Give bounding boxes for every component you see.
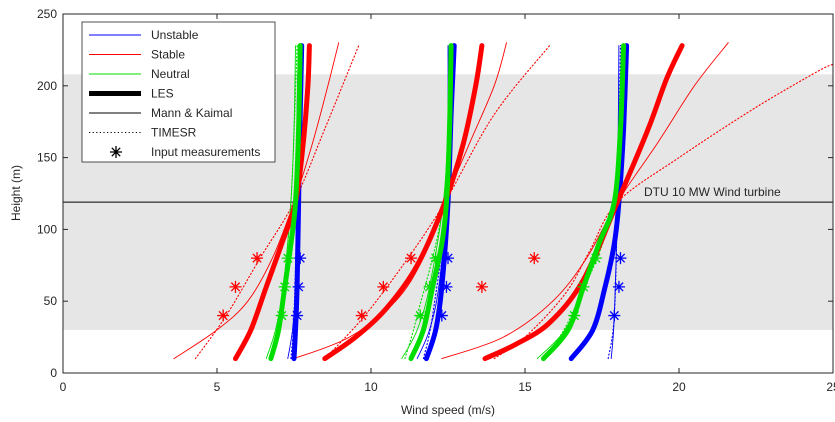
legend-label: Neutral <box>151 67 190 81</box>
measurement-neutral-9 <box>589 252 602 265</box>
measurement-stable-6 <box>405 252 418 265</box>
legend-item-unstable: Unstable <box>89 28 199 42</box>
x-tick-label: 15 <box>518 380 532 394</box>
series-neutral-mann-kaimal-1 <box>265 45 296 360</box>
series-neutral-les-3 <box>541 43 627 362</box>
legend-label: TIMESR <box>151 126 197 140</box>
x-axis-label: Wind speed (m/s) <box>401 403 495 417</box>
y-tick-label: 250 <box>37 7 57 21</box>
measurement-unstable-8 <box>612 280 625 293</box>
series-neutral-les-1 <box>268 43 303 362</box>
y-tick-label: 50 <box>44 294 58 308</box>
measurement-unstable-6 <box>442 252 454 265</box>
measurement-neutral-3 <box>281 252 294 265</box>
x-tick-label: 10 <box>364 380 378 394</box>
series-layer <box>173 42 833 362</box>
x-tick-label: 5 <box>214 380 221 394</box>
legend-label: Input measurements <box>151 145 260 159</box>
measurement-neutral-7 <box>568 309 581 322</box>
x-tick-label: 25 <box>826 380 835 394</box>
y-tick-label: 200 <box>37 79 57 93</box>
measurement-unstable-2 <box>292 280 305 293</box>
y-tick-label: 150 <box>37 151 57 165</box>
series-stable-les-2 <box>322 43 485 362</box>
measurement-neutral-6 <box>429 252 442 265</box>
series-stable-timesr-1 <box>194 45 360 360</box>
y-tick-label: 0 <box>50 366 57 380</box>
legend-item-mann-kaimal: Mann & Kaimal <box>89 106 232 120</box>
measurement-stable-3 <box>251 252 264 265</box>
measurement-neutral-8 <box>577 280 590 293</box>
y-axis-ticks: 0 50 100 150 200 250 <box>37 7 833 380</box>
series-unstable-timesr-3 <box>607 45 622 360</box>
measurement-unstable-9 <box>614 252 627 265</box>
measurement-unstable-7 <box>608 309 621 322</box>
measurement-neutral-4 <box>414 309 427 322</box>
x-axis-ticks: 0 5 10 15 20 25 <box>60 14 835 394</box>
series-unstable-les-3 <box>568 43 630 362</box>
series-stable-timesr-3 <box>493 63 833 360</box>
measurement-stable-2 <box>229 280 242 293</box>
x-tick-label: 20 <box>672 380 686 394</box>
series-neutral-les-2 <box>408 43 454 362</box>
x-tick-label: 0 <box>60 380 67 394</box>
measurement-markers <box>217 252 627 322</box>
legend-item-timesr: TIMESR <box>89 126 197 140</box>
y-tick-label: 100 <box>37 222 57 236</box>
measurement-stable-4 <box>355 309 368 322</box>
legend-label: LES <box>151 87 174 101</box>
measurement-neutral-1 <box>275 309 288 322</box>
legend-item-les: LES <box>89 87 174 101</box>
measurement-stable-5 <box>377 280 390 293</box>
measurement-neutral-5 <box>423 280 436 293</box>
measurement-stable-1 <box>217 309 230 322</box>
series-stable-mann-kaimal-1 <box>173 42 340 360</box>
measurement-stable-8 <box>528 252 541 265</box>
legend-label: Mann & Kaimal <box>151 106 232 120</box>
measurement-stable-7 <box>475 280 488 293</box>
legend: Unstable Stable Neutral LES Mann & Kaimal TIM… <box>81 21 276 163</box>
measurement-unstable-5 <box>440 280 453 293</box>
measurement-unstable-1 <box>291 309 304 322</box>
measurement-unstable-4 <box>435 309 448 322</box>
y-axis-label: Height (m) <box>9 165 23 221</box>
measurement-neutral-2 <box>278 280 291 293</box>
series-stable-les-1 <box>233 43 312 362</box>
legend-label: Stable <box>151 48 185 62</box>
legend-item-input-measurements: Input measurements <box>110 145 260 159</box>
reference-line-label: DTU 10 MW Wind turbine <box>644 185 781 199</box>
legend-marker-asterisk <box>110 146 122 158</box>
legend-item-stable: Stable <box>89 48 185 62</box>
legend-label: Unstable <box>151 28 199 42</box>
legend-item-neutral: Neutral <box>89 67 190 81</box>
plot-frame <box>62 13 834 374</box>
measurement-unstable-3 <box>294 252 307 265</box>
